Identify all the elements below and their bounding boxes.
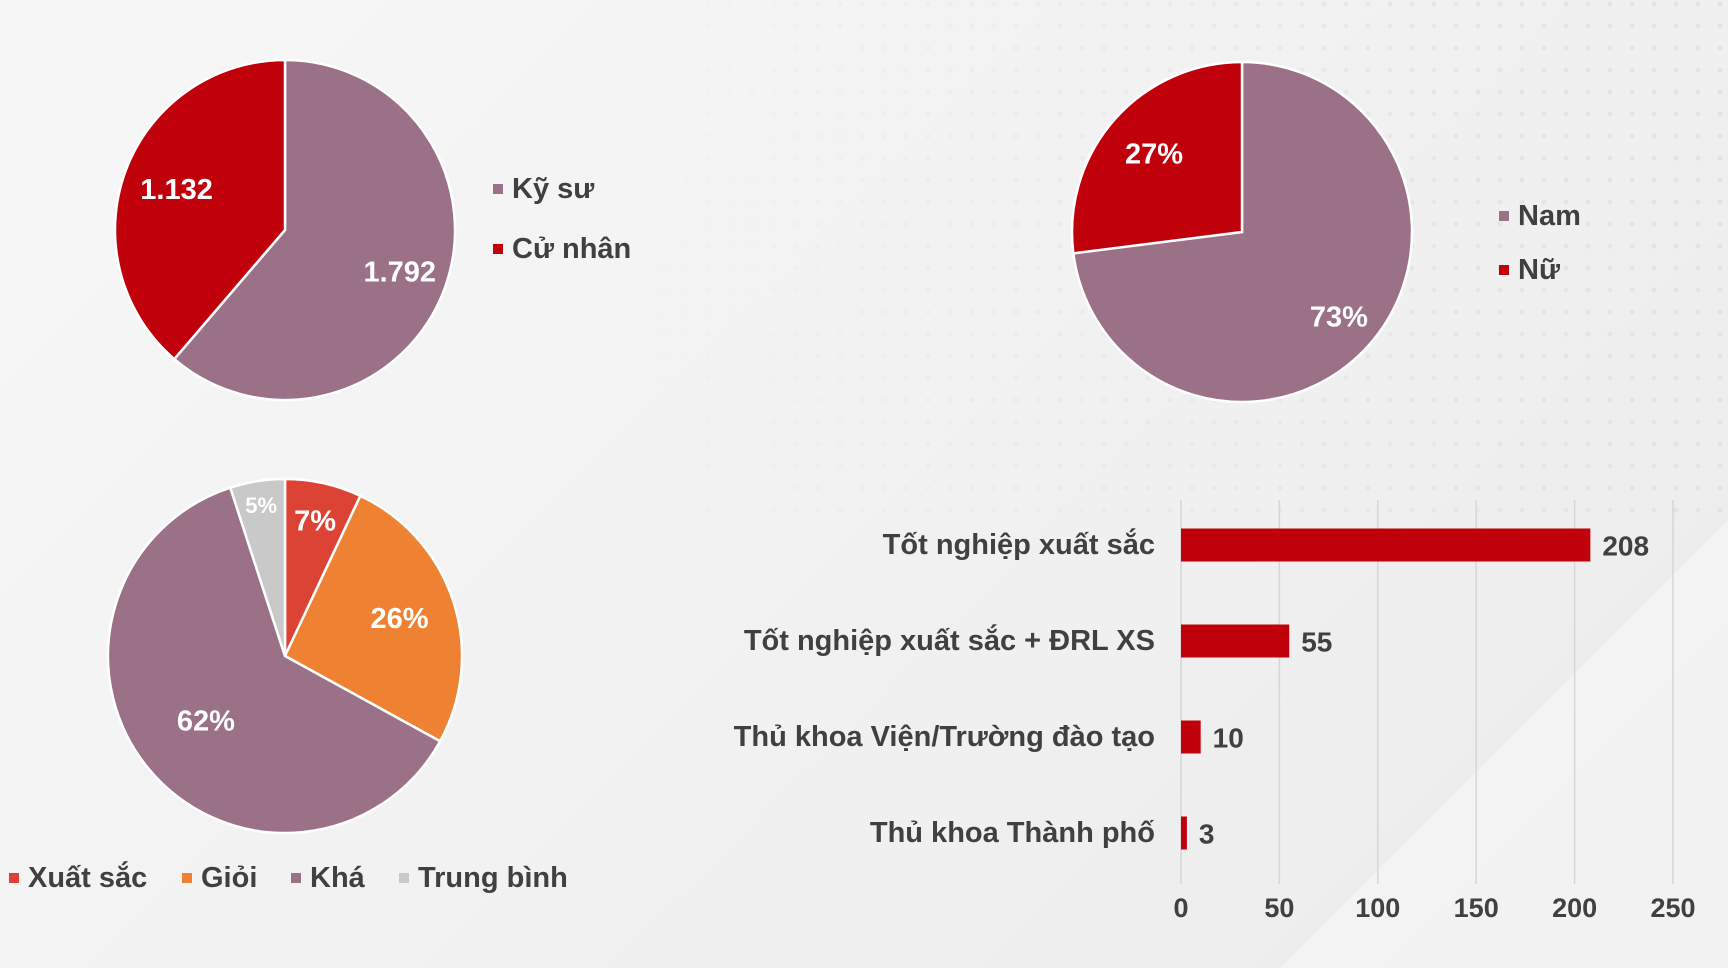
bar-value-label: 3 <box>1199 819 1215 850</box>
legend-swatch-gioi <box>182 873 192 883</box>
legend-swatch-trung-binh <box>399 873 409 883</box>
classification-pie-chart: 7% 26% 62% 5% <box>106 477 464 835</box>
legend-label-kha: Khá <box>310 862 366 894</box>
legend-label-xuat-sac: Xuất sắc <box>28 860 147 894</box>
pie-slice-ky-su <box>172 58 457 402</box>
legend-label-cu-nhan: Cử nhân <box>512 233 631 265</box>
bar-tot-nghiep-xuat-sac <box>1181 528 1591 562</box>
pie-slice-trung-binh <box>228 477 287 657</box>
degree-pie-legend: Kỹ sư Cử nhân <box>493 173 631 265</box>
x-tick-label: 250 <box>1650 893 1695 923</box>
legend-swatch-cu-nhan <box>493 244 503 254</box>
degree-pie-chart: 1.792 1.132 <box>113 58 457 402</box>
legend-label-trung-binh: Trung bình <box>418 862 568 894</box>
x-tick-label: 100 <box>1355 893 1400 923</box>
legend-label-nu: Nữ <box>1518 254 1560 286</box>
x-tick-label: 50 <box>1264 893 1294 923</box>
legend-swatch-nu <box>1499 265 1509 275</box>
category-label: Tốt nghiệp xuất sắc + ĐRL XS <box>744 623 1155 657</box>
x-tick-label: 0 <box>1173 893 1188 923</box>
x-tick-label: 200 <box>1552 893 1597 923</box>
gender-pie-legend: Nam Nữ <box>1499 200 1581 286</box>
x-tick-label: 150 <box>1454 893 1499 923</box>
pie-slice-cu-nhan <box>113 58 287 361</box>
pie-data-label-nu: 27% <box>1125 138 1183 170</box>
bar-value-label: 10 <box>1213 723 1244 754</box>
category-label: Tốt nghiệp xuất sắc <box>883 527 1155 561</box>
bar-value-label: 55 <box>1301 627 1332 658</box>
pie-data-label-trung-binh: 5% <box>245 493 277 518</box>
pie-data-label-cu-nhan: 1.132 <box>140 174 213 206</box>
diagonal-light-band <box>1280 520 1728 968</box>
legend-label-nam: Nam <box>1518 200 1581 232</box>
legend-swatch-ky-su <box>493 184 503 194</box>
gender-pie-chart: 73% 27% <box>1070 60 1414 404</box>
bar-tot-nghiep-xuat-sac-drl-xs <box>1181 624 1290 658</box>
pie-data-label-xuat-sac: 7% <box>294 505 336 537</box>
legend-label-ky-su: Kỹ sư <box>512 173 594 205</box>
honors-bar-chart: 0 50 100 150 200 250 Tốt nghiệp xuất sắc 208 Tốt… <box>734 500 1696 923</box>
classification-pie-legend: Xuất sắc Giỏi Khá Trung bình <box>9 860 568 894</box>
legend-swatch-xuat-sac <box>9 873 19 883</box>
bar-thu-khoa-vien-truong-dao-tao <box>1181 720 1201 754</box>
legend-label-gioi: Giỏi <box>201 862 257 894</box>
pie-data-label-nam: 73% <box>1310 301 1368 333</box>
pie-data-label-ky-su: 1.792 <box>363 256 436 288</box>
legend-swatch-nam <box>1499 211 1509 221</box>
bar-value-label: 208 <box>1602 531 1649 562</box>
bar-thu-khoa-thanh-pho <box>1181 816 1187 850</box>
pie-slice-kha <box>106 486 442 835</box>
category-label: Thủ khoa Thành phố <box>870 817 1155 849</box>
category-label: Thủ khoa Viện/Trường đào tạo <box>734 721 1155 753</box>
pie-data-label-gioi: 26% <box>370 603 428 635</box>
legend-swatch-kha <box>291 873 301 883</box>
pie-slice-nu <box>1070 60 1244 255</box>
pie-data-label-kha: 62% <box>177 705 235 737</box>
